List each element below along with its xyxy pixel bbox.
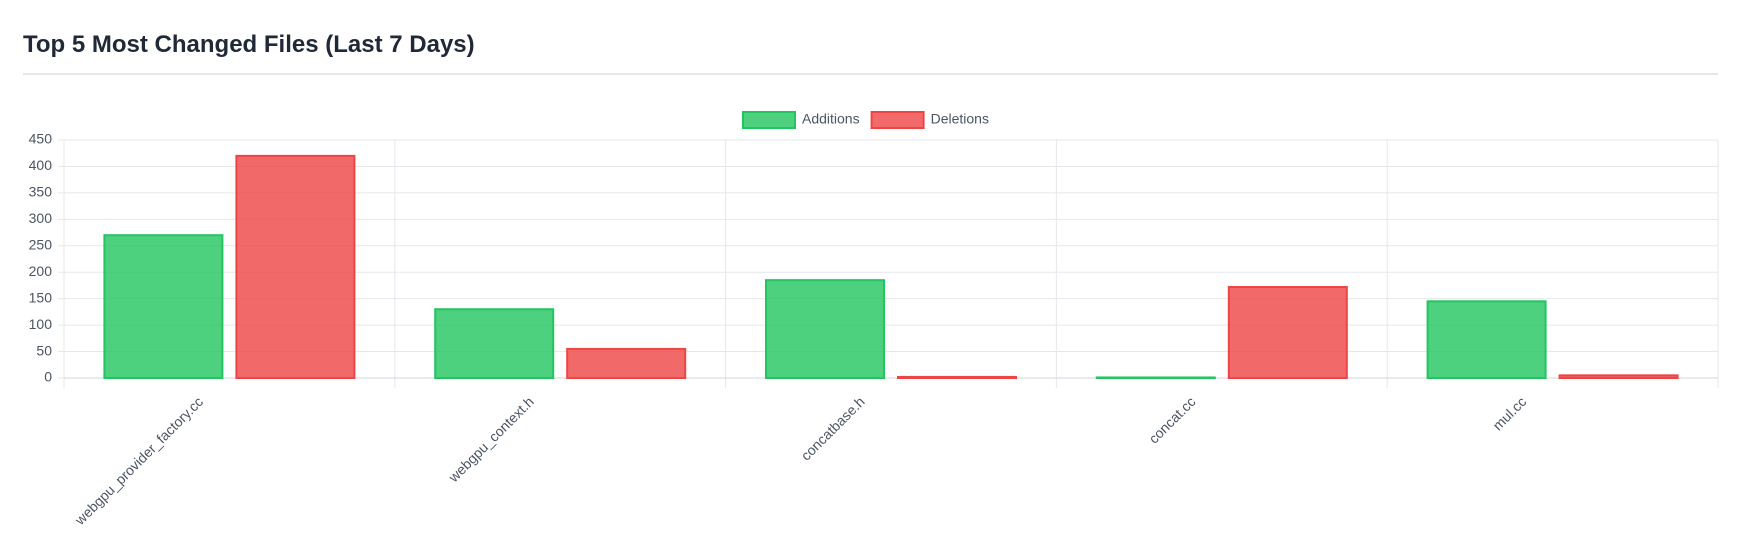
x-tick-label: concatbase.h: [798, 393, 868, 463]
bar: [897, 375, 1017, 380]
legend-swatch: [742, 111, 796, 129]
bar: [434, 308, 555, 379]
y-tick-label: 50: [36, 342, 52, 358]
bar: [103, 234, 224, 379]
y-tick-label: 0: [44, 369, 52, 385]
y-tick-label: 200: [29, 263, 53, 279]
bar: [235, 154, 356, 379]
bar: [1227, 286, 1348, 379]
y-tick-label: 400: [29, 157, 53, 173]
x-tick-label: mul.cc: [1489, 393, 1529, 433]
legend-label: Deletions: [931, 111, 989, 127]
x-tick-label: webgpu_provider_factory.cc: [71, 393, 206, 528]
y-tick-label: 100: [29, 316, 53, 332]
chart-title: Top 5 Most Changed Files (Last 7 Days): [23, 31, 475, 58]
y-tick-label: 450: [29, 131, 53, 147]
bar: [566, 347, 687, 379]
x-tick-label: webgpu_context.h: [445, 393, 537, 485]
bar: [1426, 300, 1547, 379]
bar: [1095, 376, 1216, 379]
y-tick-label: 250: [29, 236, 53, 252]
y-tick-label: 300: [29, 210, 53, 226]
legend-label: Additions: [802, 111, 860, 127]
y-tick-label: 350: [29, 184, 53, 200]
bar: [765, 279, 885, 379]
bar: [1558, 374, 1679, 380]
y-tick-label: 150: [29, 289, 53, 305]
x-tick-label: concat.cc: [1145, 393, 1198, 446]
legend-swatch: [870, 111, 925, 129]
